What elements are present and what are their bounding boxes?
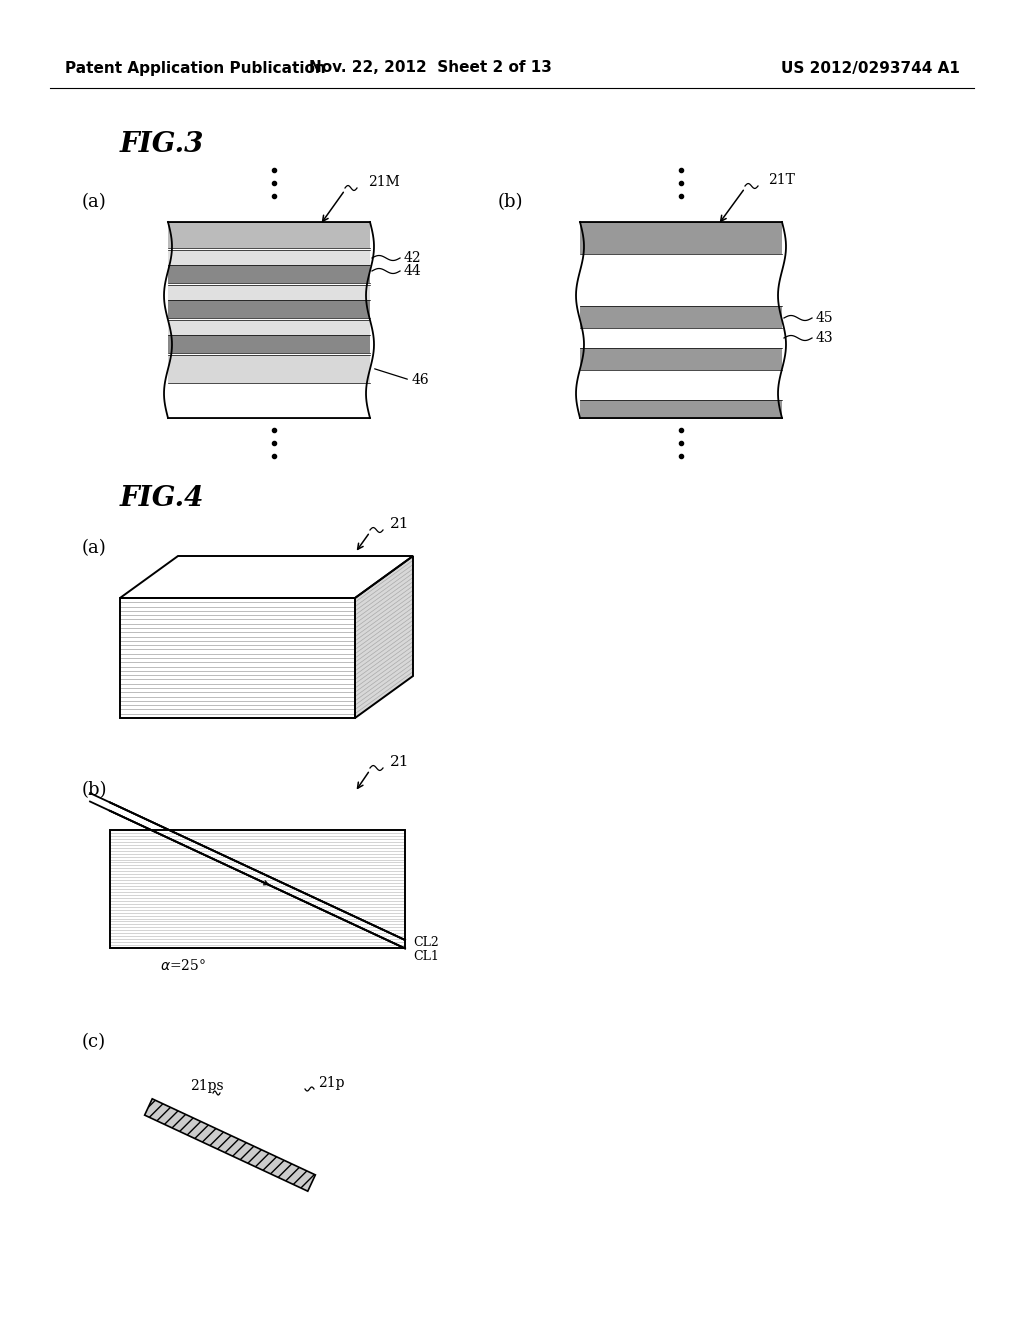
Text: 46: 46 [412,374,430,387]
Bar [580,400,782,418]
Text: (a): (a) [82,539,106,557]
Bar [168,265,370,282]
Text: (b): (b) [498,193,523,211]
Bar [168,318,370,319]
Text: FIG.4: FIG.4 [120,484,205,511]
Polygon shape [144,1098,315,1191]
Bar [168,355,370,383]
Bar [168,335,370,352]
Bar [580,306,782,327]
Text: 44: 44 [404,264,422,279]
Bar [168,285,370,300]
Bar [168,282,370,285]
Polygon shape [120,556,413,598]
Text: 42: 42 [404,251,422,265]
Text: 21p: 21p [318,1076,344,1090]
Text: 21T: 21T [768,173,795,187]
Text: CL2: CL2 [413,936,438,949]
Text: 45: 45 [816,312,834,325]
Bar [168,383,370,418]
Text: (c): (c) [82,1034,106,1051]
Bar [110,830,406,948]
Bar [580,253,782,306]
Text: FIG.3: FIG.3 [120,132,205,158]
Text: 21ps: 21ps [190,1078,223,1093]
Bar [168,319,370,335]
Bar [168,222,370,248]
Bar [580,222,782,253]
Bar [168,352,370,355]
Text: CL1: CL1 [413,949,439,962]
Bar [580,348,782,370]
Bar [120,598,355,718]
Bar [168,248,370,249]
Bar [168,300,370,318]
Bar [580,370,782,400]
Text: Nov. 22, 2012  Sheet 2 of 13: Nov. 22, 2012 Sheet 2 of 13 [308,61,552,75]
Bar [168,249,370,265]
Bar [120,598,355,718]
Text: Patent Application Publication: Patent Application Publication [65,61,326,75]
Text: 21: 21 [390,517,410,531]
Text: (a): (a) [82,193,106,211]
Text: 21M: 21M [368,176,399,189]
Polygon shape [355,556,413,718]
Text: (b): (b) [82,781,108,799]
Bar [580,327,782,348]
Text: $\alpha$=25°: $\alpha$=25° [160,958,206,974]
Text: 43: 43 [816,331,834,345]
Text: 21: 21 [390,755,410,770]
Bar [110,830,406,948]
Text: US 2012/0293744 A1: US 2012/0293744 A1 [780,61,959,75]
